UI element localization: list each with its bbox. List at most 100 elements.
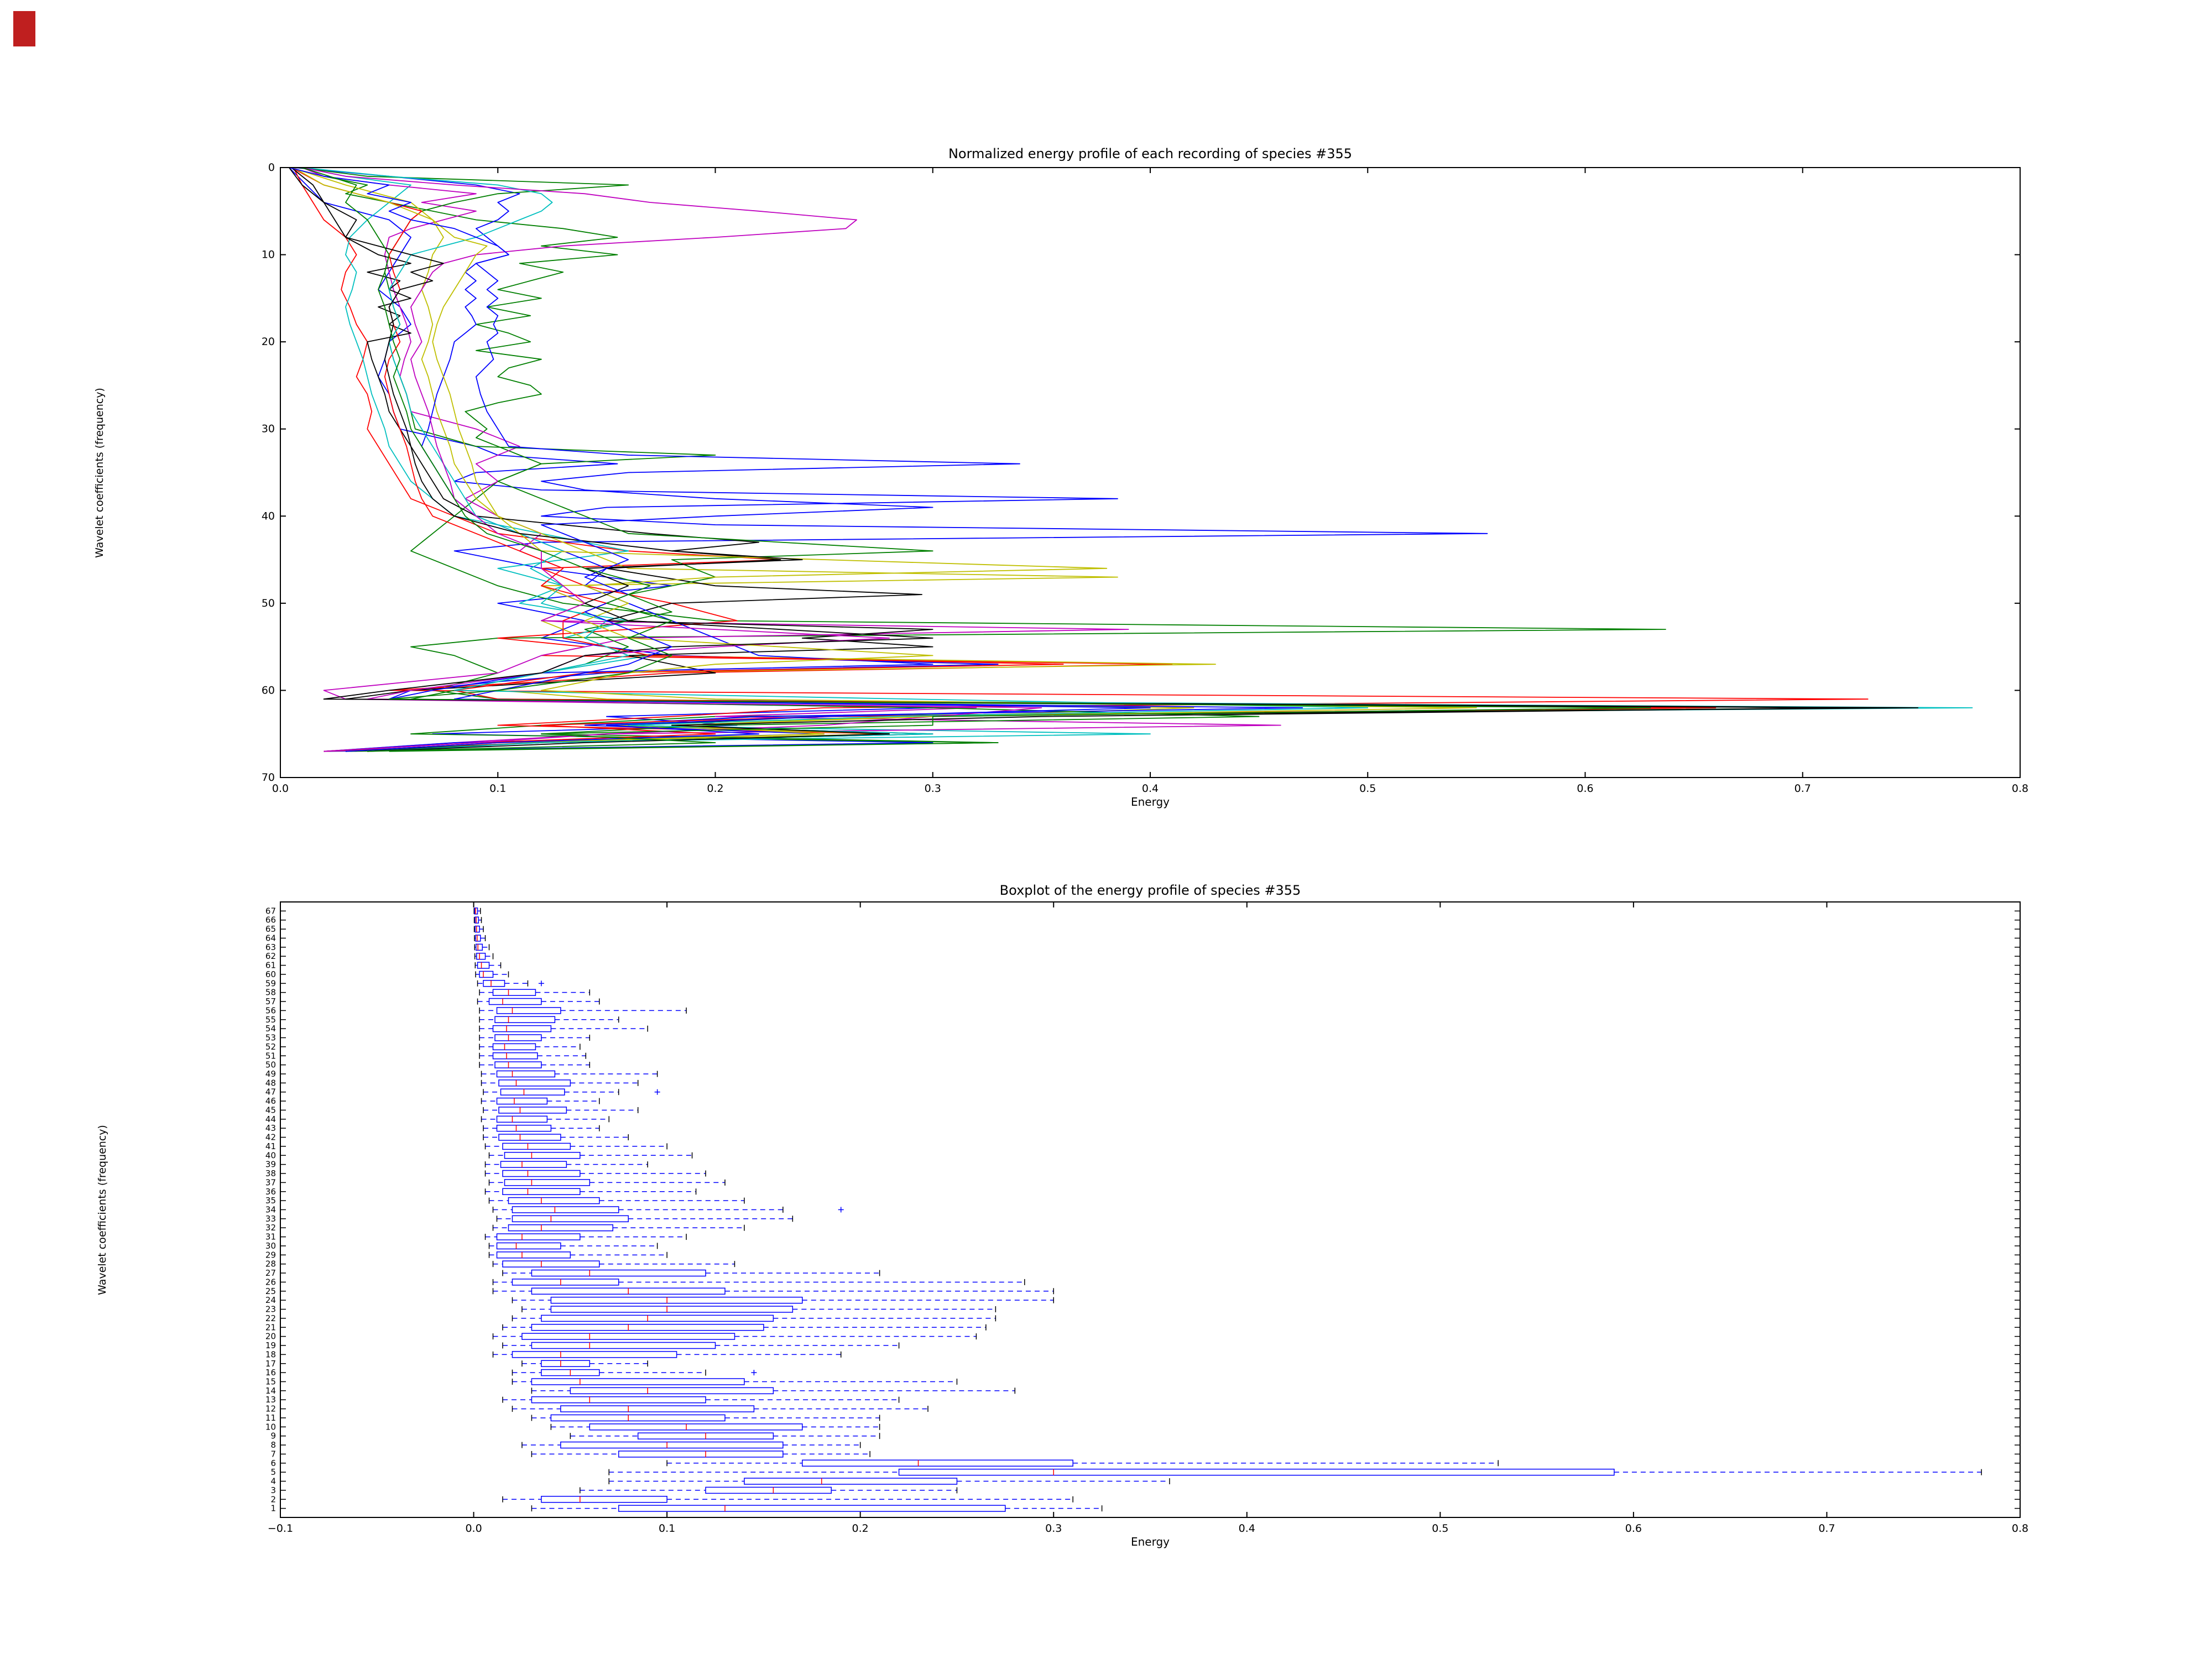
- box-row-52: [479, 1043, 581, 1051]
- svg-text:54: 54: [265, 1024, 276, 1034]
- svg-text:66: 66: [265, 915, 276, 925]
- box-row-19: [502, 1342, 900, 1349]
- svg-text:19: 19: [265, 1340, 276, 1350]
- svg-text:65: 65: [265, 924, 276, 934]
- line-chart: 0.0 0.1 0.2 0.3 0.4 0.5 0.6 0.7 0.8 0 10 20 30 40 50 60…: [262, 161, 2028, 795]
- svg-text:56: 56: [265, 1005, 276, 1015]
- box-row-26: [492, 1279, 1025, 1286]
- svg-text:32: 32: [265, 1223, 276, 1233]
- boxplot-ylabel: Wavelet coefficients (frequency): [96, 1125, 108, 1295]
- box-row-28: [492, 1260, 735, 1267]
- box-row-56: [479, 1007, 687, 1014]
- box-row-23: [521, 1306, 997, 1313]
- svg-text:60: 60: [262, 684, 275, 696]
- svg-text:16: 16: [265, 1368, 276, 1378]
- svg-text:34: 34: [265, 1205, 276, 1215]
- svg-text:11: 11: [265, 1413, 276, 1423]
- svg-text:14: 14: [265, 1386, 276, 1396]
- series-recording-15: [289, 167, 1151, 752]
- svg-text:63: 63: [265, 942, 276, 952]
- svg-text:0.3: 0.3: [925, 782, 941, 795]
- box-row-32: [492, 1224, 745, 1232]
- svg-text:4: 4: [270, 1477, 276, 1486]
- svg-text:30: 30: [265, 1241, 276, 1251]
- svg-text:9: 9: [270, 1431, 276, 1441]
- svg-text:20: 20: [262, 336, 275, 348]
- svg-text:0.0: 0.0: [465, 1522, 482, 1535]
- svg-text:47: 47: [265, 1087, 276, 1097]
- svg-text:0.1: 0.1: [659, 1522, 675, 1535]
- svg-text:12: 12: [265, 1404, 276, 1414]
- svg-text:0.2: 0.2: [852, 1522, 869, 1535]
- svg-text:0.5: 0.5: [1432, 1522, 1448, 1535]
- box-row-3: [580, 1486, 958, 1494]
- svg-text:−0.1: −0.1: [268, 1522, 293, 1535]
- box-row-12: [512, 1405, 928, 1412]
- box-row-34: [492, 1206, 844, 1213]
- svg-text:5: 5: [270, 1467, 276, 1477]
- box-row-14: [531, 1387, 1016, 1395]
- line-chart-ylabel: Wavelet coefficients (frequency): [93, 388, 106, 558]
- box-row-9: [570, 1432, 880, 1439]
- box-row-24: [512, 1296, 1054, 1304]
- svg-text:41: 41: [265, 1141, 276, 1151]
- box-row-46: [481, 1097, 600, 1105]
- box-row-20: [492, 1333, 977, 1340]
- svg-text:0.5: 0.5: [1359, 782, 1376, 795]
- series-recording-13: [293, 167, 1477, 752]
- series-recording-02: [301, 167, 1890, 752]
- box-row-6: [666, 1459, 1499, 1467]
- svg-text:28: 28: [265, 1259, 276, 1269]
- svg-text:30: 30: [262, 423, 275, 435]
- series-recording-05: [301, 167, 1281, 752]
- svg-text:29: 29: [265, 1250, 276, 1260]
- svg-text:23: 23: [265, 1305, 276, 1314]
- svg-text:0.1: 0.1: [489, 782, 506, 795]
- box-row-50: [479, 1061, 591, 1068]
- svg-text:60: 60: [265, 969, 276, 979]
- svg-text:3: 3: [270, 1485, 276, 1495]
- box-row-41: [484, 1142, 667, 1150]
- svg-text:50: 50: [265, 1060, 276, 1070]
- svg-text:53: 53: [265, 1033, 276, 1043]
- svg-text:13: 13: [265, 1395, 276, 1405]
- box-row-47: [483, 1088, 660, 1095]
- box-row-38: [484, 1170, 706, 1177]
- series-recording-12: [302, 167, 1042, 752]
- svg-text:51: 51: [265, 1051, 276, 1061]
- svg-text:7: 7: [270, 1449, 276, 1459]
- line-chart-title: Normalized energy profile of each record…: [948, 146, 1353, 161]
- svg-text:0.8: 0.8: [2012, 782, 2028, 795]
- svg-text:10: 10: [265, 1422, 276, 1432]
- box-row-13: [502, 1396, 900, 1404]
- box-row-61: [474, 962, 502, 969]
- svg-text:25: 25: [265, 1286, 276, 1296]
- series-recording-06: [291, 167, 1216, 752]
- box-row-18: [492, 1351, 842, 1358]
- box-row-22: [512, 1314, 997, 1322]
- box-row-29: [488, 1251, 667, 1259]
- corner-marker: [13, 11, 35, 46]
- svg-text:15: 15: [265, 1376, 276, 1386]
- box-row-55: [479, 1016, 619, 1024]
- svg-text:42: 42: [265, 1133, 276, 1142]
- box-row-2: [502, 1496, 1073, 1503]
- svg-text:58: 58: [265, 988, 276, 998]
- box-row-25: [492, 1287, 1054, 1295]
- box-row-57: [477, 998, 600, 1005]
- svg-text:50: 50: [262, 597, 275, 609]
- svg-text:24: 24: [265, 1295, 276, 1305]
- svg-text:45: 45: [265, 1105, 276, 1115]
- svg-text:33: 33: [265, 1214, 276, 1224]
- svg-text:0.7: 0.7: [1794, 782, 1811, 795]
- svg-text:21: 21: [265, 1322, 276, 1332]
- svg-text:0.3: 0.3: [1045, 1522, 1062, 1535]
- svg-text:0.6: 0.6: [1625, 1522, 1642, 1535]
- svg-text:17: 17: [265, 1359, 276, 1369]
- box-row-64: [474, 935, 486, 942]
- box-row-63: [474, 943, 490, 951]
- box-row-53: [479, 1034, 591, 1041]
- svg-text:43: 43: [265, 1123, 276, 1133]
- box-row-27: [502, 1269, 880, 1277]
